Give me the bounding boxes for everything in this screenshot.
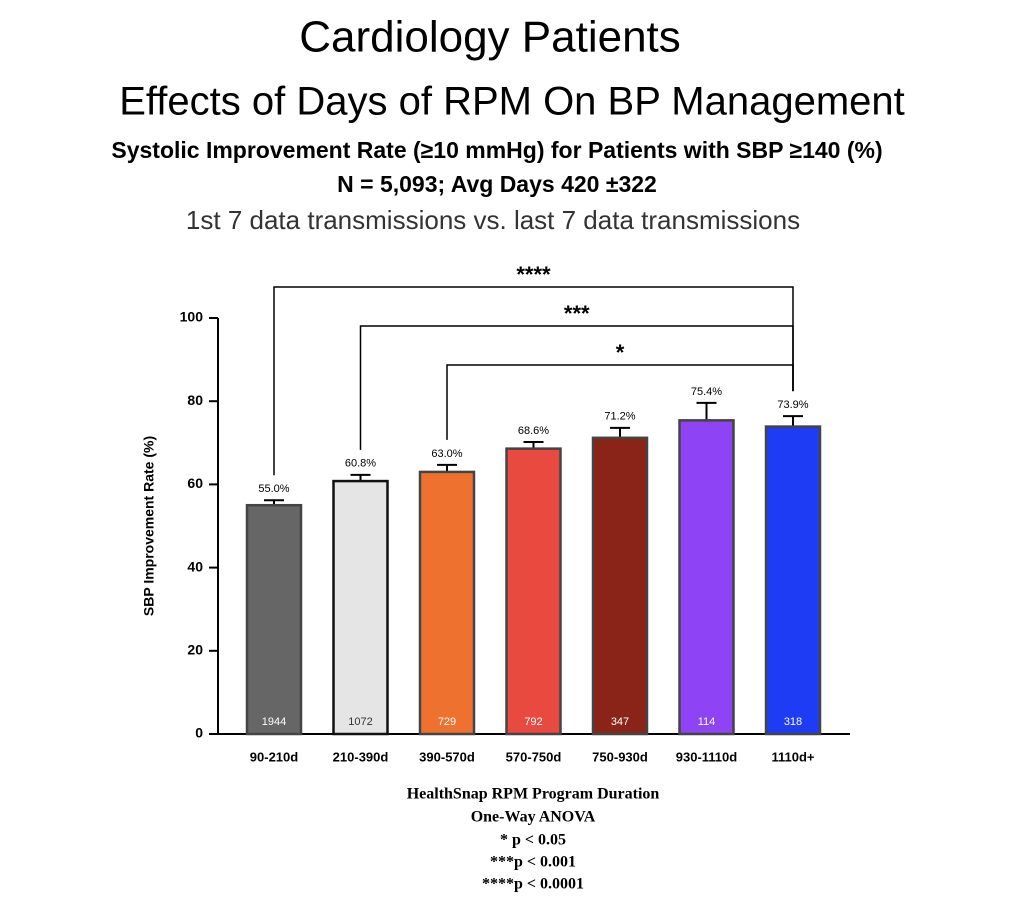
value-label: 73.9%: [777, 399, 808, 411]
value-label: 55.0%: [258, 483, 289, 495]
bar: [764, 425, 822, 736]
bar: [678, 419, 735, 736]
bar: [418, 470, 476, 736]
chart-subtitle: 1st 7 data transmissions vs. last 7 data…: [186, 205, 800, 235]
note: * p < 0.05: [500, 832, 566, 849]
note: ***p < 0.001: [490, 854, 576, 871]
value-label: 60.8%: [345, 458, 376, 470]
significance-label: ***: [564, 301, 590, 326]
bar: [245, 503, 303, 736]
value-label: 71.2%: [604, 411, 635, 423]
chart-subtitle: Effects of Days of RPM On BP Management: [119, 80, 905, 124]
chart-subtitle: Systolic Improvement Rate (≥10 mmHg) for…: [111, 137, 882, 163]
count-label: 1944: [262, 716, 286, 728]
x-tick-label: 390-570d: [419, 749, 475, 764]
y-tick-label: 20: [187, 642, 203, 658]
value-label: 75.4%: [691, 386, 722, 398]
y-tick-label: 0: [195, 725, 203, 741]
significance-label: *: [616, 340, 625, 365]
count-label: 318: [784, 716, 802, 728]
x-tick-label: 930-1110d: [676, 749, 738, 764]
bar: [332, 479, 389, 736]
x-tick-label: 750-930d: [592, 749, 648, 764]
significance-label: ****: [516, 262, 551, 287]
x-tick-label: 210-390d: [333, 749, 389, 764]
significance-bracket: [359, 325, 794, 450]
x-tick-label: 1110d+: [771, 749, 814, 764]
bar: [591, 436, 649, 736]
note: One-Way ANOVA: [471, 809, 596, 826]
chart-subtitle: N = 5,093; Avg Days 420 ±322: [337, 171, 657, 197]
x-tick-label: 570-750d: [506, 749, 562, 764]
count-label: 1072: [348, 716, 372, 728]
note: ****p < 0.0001: [482, 876, 584, 893]
count-label: 347: [611, 716, 629, 728]
y-tick-label: 80: [187, 392, 203, 408]
chart-title: Cardiology Patients: [299, 13, 681, 62]
x-tick-label: 90-210d: [250, 749, 298, 764]
y-tick-label: 40: [187, 558, 203, 574]
y-tick-label: 60: [187, 475, 203, 491]
bar: [505, 447, 562, 736]
count-label: 792: [524, 716, 542, 728]
value-label: 68.6%: [518, 425, 549, 437]
significance-bracket: [446, 364, 794, 440]
count-label: 114: [698, 716, 716, 728]
value-label: 63.0%: [431, 448, 462, 460]
x-axis-label: HealthSnap RPM Program Duration: [407, 786, 660, 803]
y-tick-label: 100: [180, 309, 204, 325]
count-label: 729: [438, 716, 456, 728]
y-axis-label: SBP Improvement Rate (%): [141, 436, 157, 616]
